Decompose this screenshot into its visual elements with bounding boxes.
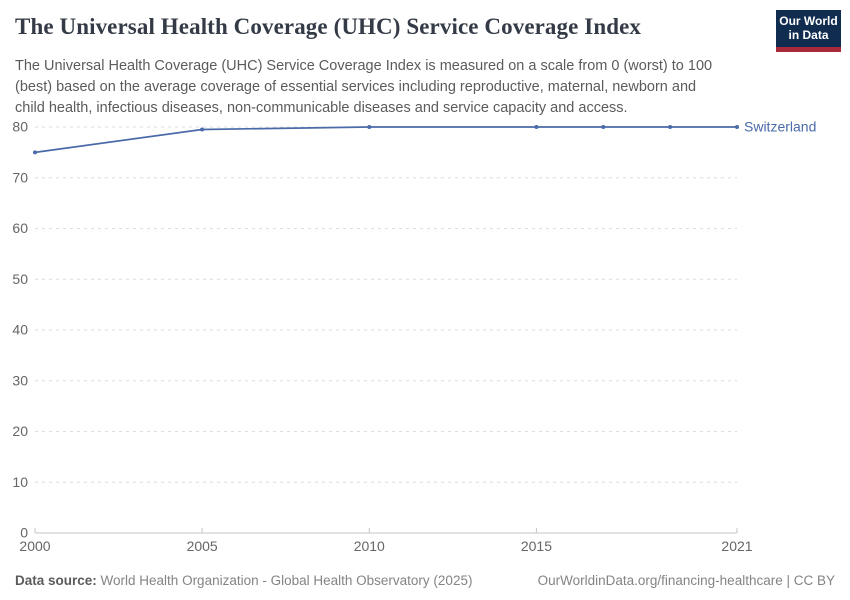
series-label[interactable]: Switzerland — [744, 119, 816, 135]
page-title: The Universal Health Coverage (UHC) Serv… — [15, 14, 642, 39]
y-tick-label: 50 — [12, 271, 28, 287]
y-tick-label: 70 — [12, 169, 28, 185]
attribution-link[interactable]: OurWorldinData.org/financing-healthcare … — [537, 573, 835, 588]
y-tick-label: 40 — [12, 322, 28, 338]
data-point[interactable] — [735, 125, 739, 129]
y-tick-label: 20 — [12, 423, 28, 439]
y-tick-label: 80 — [12, 119, 28, 135]
data-point[interactable] — [668, 125, 673, 129]
owid-logo-line2: in Data — [788, 27, 829, 42]
y-tick-label: 60 — [12, 220, 28, 236]
y-tick-label: 30 — [12, 372, 28, 388]
data-point[interactable] — [200, 127, 205, 132]
x-tick-label: 2021 — [721, 538, 752, 554]
data-source-text: World Health Organization - Global Healt… — [96, 573, 473, 588]
x-tick-label: 2015 — [521, 538, 552, 554]
x-tick-label: 2005 — [187, 538, 218, 554]
chart-subtitle: The Universal Health Coverage (UHC) Serv… — [15, 58, 713, 117]
x-tick-label: 2010 — [354, 538, 385, 554]
data-point[interactable] — [601, 125, 606, 129]
owid-logo[interactable]: Our World in Data — [776, 10, 841, 52]
x-tick-label: 2000 — [19, 538, 50, 554]
data-source-label: Data source: — [15, 573, 97, 588]
owid-logo-line1: Our World — [779, 13, 838, 28]
data-source: Data source: World Health Organization -… — [15, 573, 472, 588]
y-tick-label: 10 — [12, 474, 28, 490]
series-line-switzerland[interactable] — [34, 126, 737, 154]
chart-footer: Data source: World Health Organization -… — [0, 573, 850, 588]
data-point[interactable] — [367, 125, 372, 129]
y-tick-label: 0 — [20, 525, 28, 541]
data-point[interactable] — [33, 150, 37, 155]
data-point[interactable] — [534, 125, 539, 129]
